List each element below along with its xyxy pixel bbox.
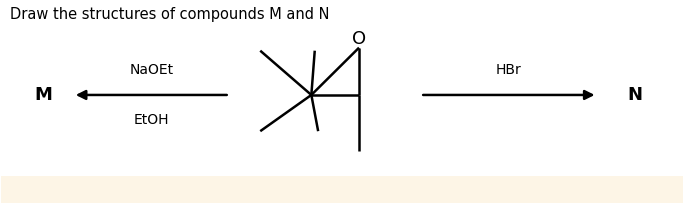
Bar [1, 176, 683, 203]
Text: NaOEt: NaOEt [129, 63, 173, 77]
Text: EtOH: EtOH [133, 113, 169, 127]
Text: O: O [352, 30, 366, 48]
Text: Draw the structures of compounds M and N: Draw the structures of compounds M and N [10, 7, 329, 22]
Text: HBr: HBr [496, 63, 522, 77]
Text: N: N [627, 86, 642, 104]
Text: M: M [35, 86, 53, 104]
